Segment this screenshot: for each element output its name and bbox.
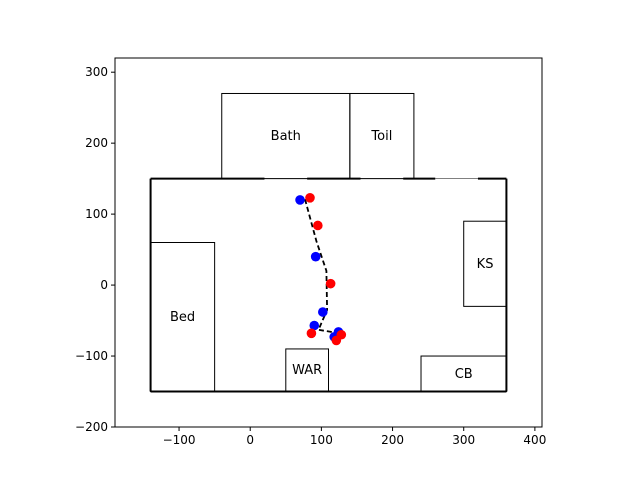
- room-box-war: [285, 348, 329, 393]
- room-label-cb: CB: [455, 367, 473, 382]
- room-box-cb: [420, 355, 507, 393]
- x-tick-label: 100: [310, 433, 333, 447]
- room-box-toil: [349, 92, 415, 180]
- y-tick-label: 100: [85, 207, 108, 221]
- room-label-war: WAR: [292, 363, 322, 378]
- y-tick-label: 0: [100, 278, 108, 292]
- x-tick-label: 200: [381, 433, 404, 447]
- trajectory-layer: [304, 198, 342, 340]
- room-label-bath: Bath: [271, 129, 301, 144]
- x-tick-label: 300: [452, 433, 475, 447]
- data-point: [310, 251, 321, 262]
- room-label-ks: KS: [477, 257, 494, 272]
- points-layer: [295, 192, 347, 346]
- trajectory-line: [304, 198, 342, 340]
- room-box-bed: [150, 242, 216, 393]
- data-point: [305, 192, 315, 203]
- rooms-layer: Bath Toil Bed KS WAR CB: [149, 92, 508, 393]
- data-point: [325, 278, 336, 289]
- data-point: [309, 320, 320, 331]
- data-point: [331, 335, 342, 346]
- ticks-layer: −100 0 100 200 300 400 −200 −100 0 100 200 300: [75, 65, 546, 447]
- room-label-toil: Toil: [370, 129, 392, 144]
- data-point: [313, 220, 323, 231]
- axes-frame: [114, 57, 543, 428]
- data-point: [318, 307, 328, 317]
- room-label-bed: Bed: [170, 310, 195, 325]
- data-point: [295, 195, 305, 205]
- y-tick-label: 200: [85, 136, 108, 150]
- x-tick-label: −100: [163, 433, 196, 447]
- y-tick-label: −100: [75, 349, 108, 363]
- x-tick-label: 0: [246, 433, 254, 447]
- y-tick-label: −200: [75, 420, 108, 434]
- x-tick-label: 400: [523, 433, 546, 447]
- room-box-ks: [463, 220, 507, 307]
- y-tick-label: 300: [85, 65, 108, 79]
- data-point: [306, 328, 317, 339]
- axes-box: [114, 57, 543, 428]
